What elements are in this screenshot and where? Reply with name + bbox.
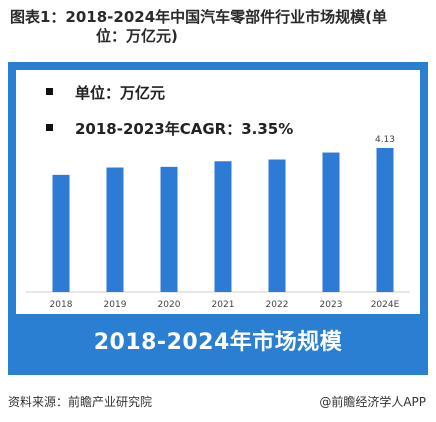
- bar-2021: [214, 161, 232, 292]
- bar-chart: 2018 2019 2020 2021 2022 2023 2024E 4.13: [26, 135, 410, 310]
- legend-cagr-text: 2018-2023年CAGR：3.35%: [75, 120, 294, 138]
- bar-2018: [52, 174, 70, 292]
- chart-title: 图表1：2018-2024年中国汽车零部件行业市场规模(单 位：万亿元): [10, 8, 430, 46]
- chart-title-line2: 位：万亿元): [96, 27, 178, 45]
- legend-unit-text: 单位：万亿元: [75, 84, 166, 102]
- x-tick-label: 2018: [50, 300, 73, 310]
- legend-unit: 单位：万亿元: [46, 84, 165, 102]
- credit-note: @前瞻经济学人APP: [319, 395, 426, 409]
- x-tick-label: 2020: [158, 300, 181, 310]
- x-tick-label: 2019: [104, 300, 127, 310]
- bar-2023: [322, 152, 340, 292]
- bar-2020: [160, 166, 178, 292]
- x-tick-label: 2022: [266, 300, 289, 310]
- bar-2022: [268, 159, 286, 292]
- x-tick-label: 2021: [212, 300, 235, 310]
- x-tick-label: 2023: [320, 300, 343, 310]
- legend-bullet: [46, 124, 53, 131]
- chart-title-line1: 图表1：2018-2024年中国汽车零部件行业市场规模(单: [10, 8, 388, 26]
- chart-subtitle: 2018-2024年市场规模: [93, 330, 343, 355]
- legend-bullet: [46, 88, 53, 95]
- chart-panel: 单位：万亿元 2018-2023年CAGR：3.35% 2018 2019 2020…: [16, 70, 420, 314]
- chart-frame: 单位：万亿元 2018-2023年CAGR：3.35% 2018 2019 2020…: [8, 62, 428, 375]
- x-tick-label: 2024E: [371, 300, 400, 310]
- bar-2019: [106, 167, 124, 292]
- data-label: 4.13: [375, 135, 395, 145]
- legend-cagr: 2018-2023年CAGR：3.35%: [46, 120, 293, 138]
- bar-2024E: [376, 148, 394, 292]
- source-note: 资料来源：前瞻产业研究院: [8, 395, 153, 409]
